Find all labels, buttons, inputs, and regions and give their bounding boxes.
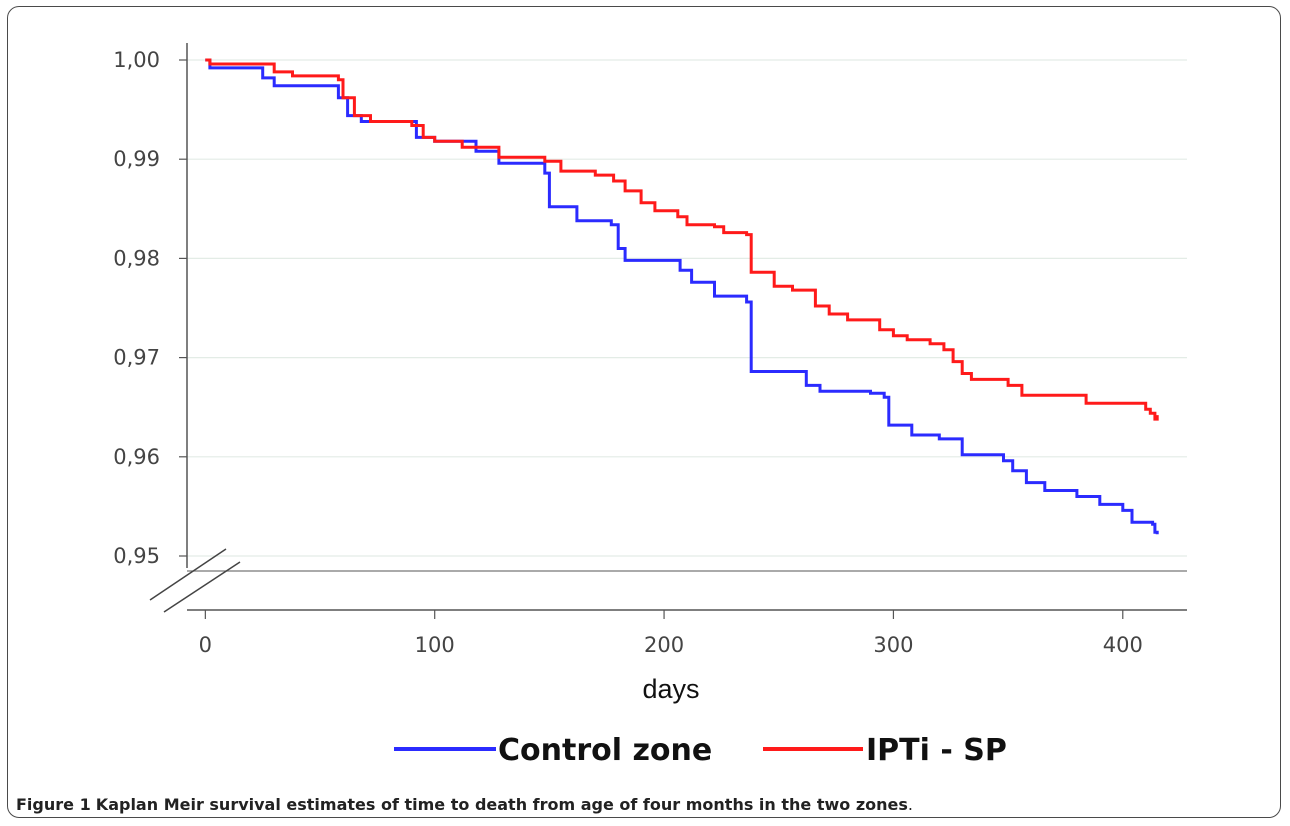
x-axis-label: days (642, 674, 699, 704)
y-tick-label: 0,98 (113, 246, 160, 270)
legend-label-control: Control zone (498, 733, 712, 768)
series-lines (205, 58, 1159, 535)
legend-label-ipti: IPTi - SP (866, 733, 1007, 768)
x-ticks: 0 100 200 300 400 (199, 610, 1143, 657)
axis-break-mark (163, 561, 241, 613)
y-tick-label: 1,00 (113, 48, 160, 72)
figure-caption: Figure 1 Kaplan Meir survival estimates … (16, 795, 913, 814)
figure-label: Figure 1 (16, 795, 91, 814)
grid-lines (187, 59, 1187, 557)
y-ticks: 1,00 0,99 0,98 0,97 0,96 0,95 (113, 48, 187, 568)
x-tick-label: 300 (873, 633, 913, 657)
figure-frame (7, 6, 1281, 818)
series-line-control-zone (205, 58, 1159, 535)
y-tick-label: 0,95 (113, 544, 160, 568)
x-tick-label: 100 (415, 633, 455, 657)
caption-text: Kaplan Meir survival estimates of time t… (95, 795, 908, 814)
legend: Control zone IPTi - SP (394, 733, 1007, 768)
axis-break-mark (149, 548, 227, 601)
x-tick-label: 0 (199, 633, 212, 657)
caption-end: . (907, 795, 913, 814)
y-tick-label: 0,97 (113, 346, 160, 370)
y-tick-label: 0,99 (113, 147, 160, 171)
y-tick-label: 0,96 (113, 445, 160, 469)
survival-chart: 1,00 0,99 0,98 0,97 0,96 0,95 0 100 200 300 400 d… (113, 43, 1187, 768)
series-line-ipti-sp (205, 58, 1159, 421)
x-tick-label: 200 (644, 633, 684, 657)
x-tick-label: 400 (1103, 633, 1143, 657)
axes (149, 43, 1187, 613)
